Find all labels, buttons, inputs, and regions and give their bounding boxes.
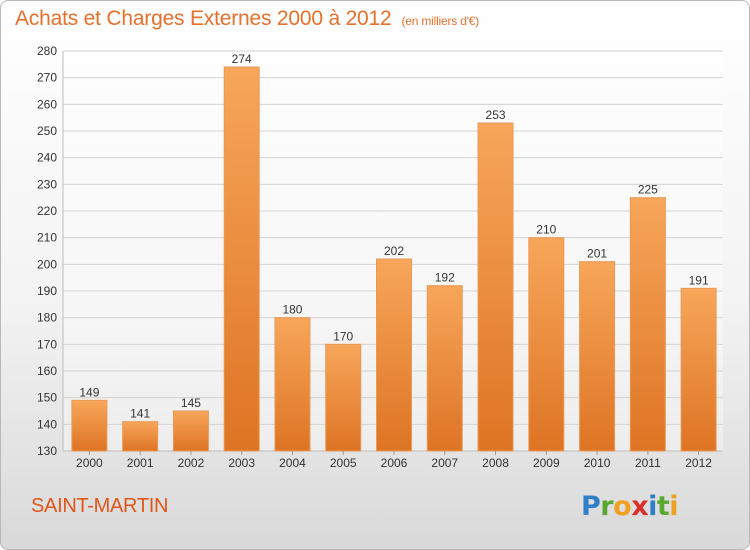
- bar: [680, 287, 717, 452]
- y-tick-label: 200: [37, 257, 57, 271]
- y-tick-label: 170: [37, 337, 57, 351]
- x-tick-label: 2002: [178, 456, 205, 470]
- y-tick-label: 160: [37, 364, 57, 378]
- data-label: 141: [130, 407, 150, 421]
- data-label: 202: [384, 244, 404, 258]
- y-tick-label: 270: [37, 71, 57, 85]
- bar: [71, 399, 108, 452]
- location-label: SAINT-MARTIN: [31, 495, 169, 517]
- y-tick-label: 130: [37, 444, 57, 458]
- logo-letter: x: [631, 491, 649, 522]
- bar: [426, 285, 463, 452]
- data-label: 170: [333, 329, 353, 343]
- bar: [274, 317, 311, 452]
- y-tick-label: 150: [37, 391, 57, 405]
- y-tick-label: 210: [37, 231, 57, 245]
- chart-title-text: Achats et Charges Externes 2000 à 2012: [15, 7, 392, 30]
- y-tick-label: 240: [37, 151, 57, 165]
- data-label: 201: [587, 247, 607, 261]
- bar: [223, 66, 260, 452]
- data-label: 253: [486, 108, 506, 122]
- x-tick-label: 2005: [330, 456, 357, 470]
- y-tick-label: 180: [37, 311, 57, 325]
- bar: [629, 197, 666, 452]
- x-tick-label: 2006: [381, 456, 408, 470]
- y-tick-label: 280: [37, 44, 57, 58]
- logo-letter: o: [613, 491, 632, 522]
- proxiti-logo: Proxiti: [581, 491, 679, 522]
- data-label: 180: [282, 303, 302, 317]
- bar: [376, 258, 412, 452]
- logo-letter: i: [648, 491, 657, 522]
- bar: [172, 410, 209, 452]
- y-tick-label: 230: [37, 177, 57, 191]
- data-label: 274: [232, 52, 252, 66]
- data-label: 191: [689, 273, 709, 287]
- data-label: 149: [79, 385, 99, 399]
- data-label: 192: [435, 271, 455, 285]
- bar: [579, 261, 616, 452]
- data-label: 145: [181, 396, 201, 410]
- logo-letter: r: [600, 491, 614, 522]
- y-tick-label: 260: [37, 97, 57, 111]
- bar: [325, 343, 362, 452]
- bar: [528, 237, 565, 452]
- y-tick-label: 220: [37, 204, 57, 218]
- x-tick-label: 2000: [76, 456, 103, 470]
- data-label: 210: [536, 223, 556, 237]
- x-tick-label: 2003: [228, 456, 255, 470]
- y-tick-label: 250: [37, 124, 57, 138]
- chart-title: Achats et Charges Externes 2000 à 2012 (e…: [15, 7, 479, 31]
- logo-letter: P: [581, 491, 601, 522]
- bar: [122, 421, 159, 452]
- x-tick-label: 2011: [635, 456, 661, 470]
- x-tick-label: 2008: [482, 456, 509, 470]
- x-tick-label: 2007: [431, 456, 458, 470]
- x-tick-label: 2010: [584, 456, 611, 470]
- logo-letter: t: [656, 491, 670, 522]
- data-label: 225: [638, 183, 658, 197]
- y-tick-label: 190: [37, 284, 57, 298]
- logo-letter: i: [669, 491, 679, 522]
- y-tick-label: 140: [37, 417, 57, 431]
- x-tick-label: 2004: [279, 456, 306, 470]
- chart-subtitle: (en milliers d'€): [401, 14, 480, 28]
- x-tick-label: 2009: [533, 456, 560, 470]
- x-tick-label: 2001: [127, 456, 154, 470]
- bar: [477, 122, 514, 452]
- x-tick-label: 2012: [685, 456, 712, 470]
